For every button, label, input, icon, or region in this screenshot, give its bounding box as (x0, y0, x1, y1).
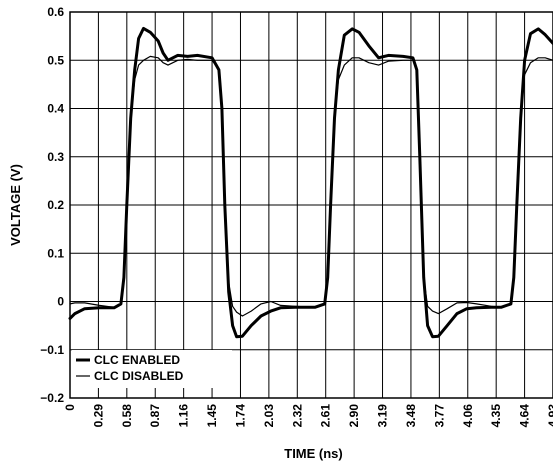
x-tick-label: 4.93 (546, 404, 553, 428)
y-axis-title: VOLTAGE (V) (8, 164, 23, 246)
y-tick-labels: 0.6 0.5 0.4 0.3 0.2 0.1 0 −0.1 −0.2 (40, 5, 64, 405)
legend: CLC ENABLED CLC DISABLED (72, 350, 232, 388)
x-tick-label: 2.90 (347, 404, 361, 428)
x-tick-label: 0 (63, 404, 77, 411)
x-tick-label: 4.06 (461, 404, 475, 428)
y-tick-label: 0.2 (47, 198, 64, 212)
x-tick-label: 3.19 (376, 404, 390, 428)
x-tick-label: 1.45 (205, 404, 219, 428)
series-layer (68, 26, 553, 339)
legend-background (72, 350, 232, 388)
series-line-clc-enabled (68, 26, 553, 339)
y-tick-label: 0.5 (47, 53, 64, 67)
x-tick-label: 3.77 (432, 404, 446, 428)
legend-label-clc-disabled: CLC DISABLED (94, 369, 184, 383)
x-tick-label: 0.87 (148, 404, 162, 428)
x-tick-label: 0.29 (91, 404, 105, 428)
x-axis-title: TIME (ns) (284, 446, 343, 461)
plot-frame (69, 11, 553, 399)
plot-grid (69, 11, 553, 399)
y-tick-label: −0.2 (40, 391, 64, 405)
x-tick-label: 1.16 (177, 404, 191, 428)
x-tick-label: 3.48 (404, 404, 418, 428)
y-tick-label: 0.3 (47, 150, 64, 164)
x-tick-labels: 0 0.29 0.58 0.87 1.16 1.45 1.74 2.03 2.32 2.61 2.9… (63, 404, 553, 428)
x-tick-label: 2.03 (262, 404, 276, 428)
series-line-clc-disabled (69, 55, 553, 317)
y-tick-label: 0.1 (47, 246, 64, 260)
legend-label-clc-enabled: CLC ENABLED (94, 353, 180, 367)
x-tick-label: 0.58 (120, 404, 134, 428)
y-tick-label: −0.1 (40, 343, 64, 357)
y-tick-label: 0.6 (47, 5, 64, 19)
x-tick-label: 2.32 (290, 404, 304, 428)
x-tick-label: 4.35 (489, 404, 503, 428)
y-tick-label: 0.4 (47, 102, 64, 116)
x-tick-label: 4.64 (518, 404, 532, 428)
x-tick-label: 1.74 (233, 404, 247, 428)
x-tick-label: 2.61 (319, 404, 333, 428)
y-tick-label: 0 (57, 295, 64, 309)
